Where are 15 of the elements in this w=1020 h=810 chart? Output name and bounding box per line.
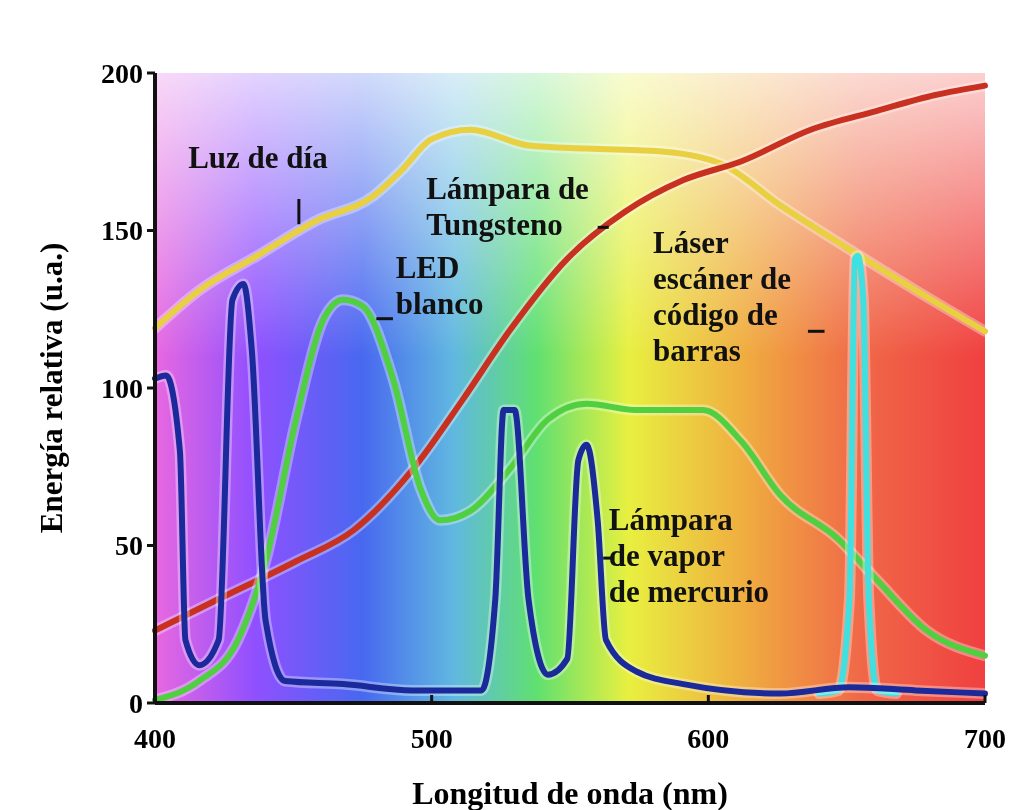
y-tick-label: 200 [101,57,143,89]
series-label: Luz de día [188,139,329,175]
x-tick-label: 700 [964,723,1006,754]
y-tick-label: 50 [115,530,143,562]
x-tick-label: 400 [134,723,176,754]
x-tick-label: 600 [687,723,730,754]
y-tick-label: 150 [101,215,143,247]
y-axis-title: Energía relativa (u.a.) [34,242,69,534]
y-tick-label: 0 [129,687,143,719]
series-label: LED blanco [395,249,484,321]
series-label: Lámpara de vapor de mercurio [608,501,770,609]
x-tick-label: 500 [410,723,453,754]
series-label: Láser escáner de código de barras [653,224,792,368]
series-label: Lámpara de Tungsteno [426,171,589,242]
y-tick-label: 100 [101,372,143,404]
